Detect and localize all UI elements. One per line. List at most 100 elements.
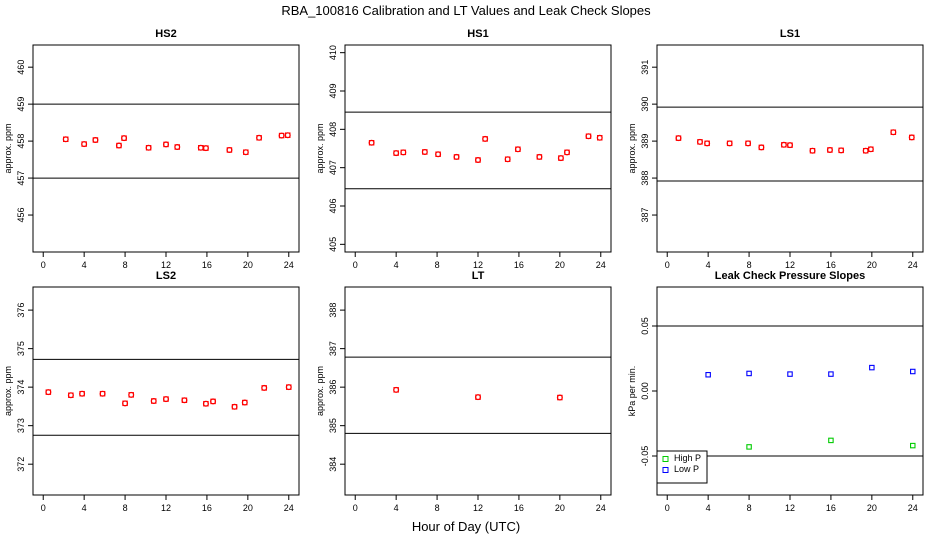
data-point bbox=[284, 132, 291, 138]
y-tick-label: 384 bbox=[328, 457, 338, 472]
y-tick-label: 460 bbox=[16, 60, 26, 75]
data-point bbox=[203, 400, 209, 407]
x-tick-label: 4 bbox=[82, 260, 87, 270]
y-tick-label: 389 bbox=[640, 134, 650, 149]
data-point bbox=[890, 129, 897, 135]
data-point bbox=[278, 132, 285, 139]
data-point bbox=[910, 442, 916, 449]
data-point bbox=[226, 147, 233, 153]
data-point bbox=[787, 371, 793, 377]
data-point bbox=[515, 146, 521, 153]
data-point bbox=[758, 144, 765, 151]
data-point bbox=[122, 400, 128, 407]
data-point bbox=[536, 154, 543, 160]
y-tick-label: 0.00 bbox=[640, 382, 650, 400]
x-tick-label: 16 bbox=[514, 503, 524, 513]
data-point bbox=[746, 370, 752, 377]
y-tick-label: 390 bbox=[640, 97, 650, 112]
y-tick-label: 410 bbox=[328, 45, 338, 60]
data-point bbox=[435, 151, 441, 158]
y-axis-label: approx. ppm bbox=[315, 123, 325, 173]
x-tick-label: 24 bbox=[908, 503, 918, 513]
x-tick-label: 24 bbox=[596, 503, 606, 513]
y-tick-label: -0.05 bbox=[640, 446, 650, 467]
data-point bbox=[564, 149, 570, 156]
data-point bbox=[256, 135, 262, 141]
panel-title: HS2 bbox=[155, 28, 176, 40]
data-point bbox=[198, 145, 204, 151]
plot-frame bbox=[656, 44, 924, 253]
data-point bbox=[116, 142, 122, 149]
x-tick-label: 12 bbox=[161, 260, 171, 270]
y-tick-label: 375 bbox=[16, 341, 26, 356]
data-point bbox=[827, 147, 833, 153]
x-tick-label: 4 bbox=[706, 503, 711, 513]
data-point bbox=[150, 398, 157, 404]
data-point bbox=[400, 149, 407, 156]
plot-frame bbox=[32, 44, 300, 253]
data-point bbox=[838, 147, 844, 154]
data-point bbox=[368, 140, 375, 146]
x-tick-label: 12 bbox=[161, 503, 171, 513]
y-tick-label: 456 bbox=[16, 208, 26, 223]
panel-2: LS1 0 4 8 12 16 20 24 387 388 389 390 391 approx. ppm bbox=[627, 28, 924, 270]
data-point bbox=[862, 147, 869, 154]
data-point bbox=[243, 149, 249, 155]
x-tick-label: 12 bbox=[785, 260, 795, 270]
panel-3: LS2 0 4 8 12 16 20 24 372 373 374 375 376 approx. ppm bbox=[3, 270, 300, 513]
y-tick-label: 386 bbox=[328, 380, 338, 395]
x-tick-label: 20 bbox=[555, 503, 565, 513]
x-tick-label: 16 bbox=[826, 503, 836, 513]
legend-label: High P bbox=[674, 453, 701, 463]
data-point bbox=[261, 385, 267, 391]
data-point bbox=[62, 136, 69, 143]
data-point bbox=[745, 140, 751, 147]
x-tick-label: 16 bbox=[514, 260, 524, 270]
data-point bbox=[121, 135, 127, 141]
data-point bbox=[475, 157, 481, 163]
x-tick-label: 24 bbox=[284, 503, 294, 513]
data-point bbox=[210, 398, 216, 405]
y-tick-label: 0.05 bbox=[640, 317, 650, 335]
data-point bbox=[910, 368, 916, 375]
data-point bbox=[787, 142, 793, 148]
x-tick-label: 24 bbox=[908, 260, 918, 270]
x-tick-label: 20 bbox=[243, 260, 253, 270]
data-point bbox=[828, 437, 834, 444]
y-tick-label: 376 bbox=[16, 303, 26, 318]
y-tick-label: 459 bbox=[16, 97, 26, 112]
y-tick-label: 388 bbox=[328, 303, 338, 318]
data-point bbox=[585, 133, 592, 139]
data-point bbox=[181, 397, 188, 403]
data-point bbox=[242, 399, 248, 406]
data-point bbox=[697, 139, 703, 145]
x-tick-label: 20 bbox=[243, 503, 253, 513]
x-tick-label: 20 bbox=[867, 260, 877, 270]
data-point bbox=[726, 140, 733, 147]
panel-5: Leak Check Pressure Slopes 0 4 8 12 16 20 24 -0.… bbox=[627, 270, 924, 513]
x-tick-label: 0 bbox=[353, 503, 358, 513]
x-tick-label: 8 bbox=[747, 503, 752, 513]
y-tick-label: 385 bbox=[328, 418, 338, 433]
panel-0: HS2 0 4 8 12 16 20 24 456 457 458 459 460 approx. ppm bbox=[3, 28, 300, 270]
panel-title: LS1 bbox=[780, 28, 800, 40]
y-tick-label: 405 bbox=[328, 237, 338, 252]
x-tick-label: 24 bbox=[284, 260, 294, 270]
data-point bbox=[781, 142, 787, 148]
panels: HS2 0 4 8 12 16 20 24 456 457 458 459 460 approx. ppm… bbox=[3, 28, 924, 513]
x-tick-label: 0 bbox=[665, 503, 670, 513]
y-tick-label: 387 bbox=[640, 208, 650, 223]
x-tick-label: 0 bbox=[41, 260, 46, 270]
x-tick-label: 8 bbox=[747, 260, 752, 270]
panel-1: HS1 0 4 8 12 16 20 24 405 406 407 408 409 410 approx. … bbox=[315, 28, 612, 270]
data-point bbox=[475, 394, 481, 400]
data-point bbox=[203, 145, 209, 151]
data-point bbox=[868, 146, 874, 152]
data-point bbox=[174, 144, 181, 150]
x-tick-label: 0 bbox=[665, 260, 670, 270]
data-point bbox=[79, 390, 85, 397]
data-point bbox=[704, 140, 710, 147]
x-tick-label: 20 bbox=[555, 260, 565, 270]
x-tick-label: 16 bbox=[826, 260, 836, 270]
